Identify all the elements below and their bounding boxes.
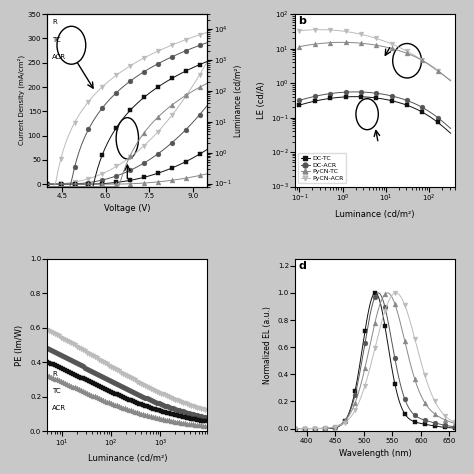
Text: TC: TC — [52, 36, 61, 43]
Text: d: d — [298, 261, 306, 271]
X-axis label: Luminance (cd/m²): Luminance (cd/m²) — [88, 455, 167, 464]
X-axis label: Wavelength (nm): Wavelength (nm) — [339, 449, 411, 458]
Text: ACR: ACR — [52, 405, 66, 411]
Text: ACR: ACR — [52, 54, 66, 60]
X-axis label: Luminance (cd/m²): Luminance (cd/m²) — [336, 210, 415, 219]
Y-axis label: PE (lm/W): PE (lm/W) — [15, 325, 24, 366]
Text: TC: TC — [52, 388, 61, 394]
Y-axis label: Normalized EL (a.u.): Normalized EL (a.u.) — [263, 306, 272, 384]
Y-axis label: Luminance (cd/m²): Luminance (cd/m²) — [234, 64, 243, 137]
Text: b: b — [298, 16, 306, 26]
Text: R: R — [52, 371, 57, 377]
Y-axis label: LE (cd/A): LE (cd/A) — [256, 82, 265, 119]
X-axis label: Voltage (V): Voltage (V) — [104, 204, 151, 213]
Text: R: R — [52, 19, 57, 26]
Legend: DC-TC, DC-ACR, PyCN-TC, PyCN-ACR: DC-TC, DC-ACR, PyCN-TC, PyCN-ACR — [298, 153, 346, 183]
Y-axis label: Current Density (mA/cm²): Current Density (mA/cm²) — [18, 55, 25, 146]
